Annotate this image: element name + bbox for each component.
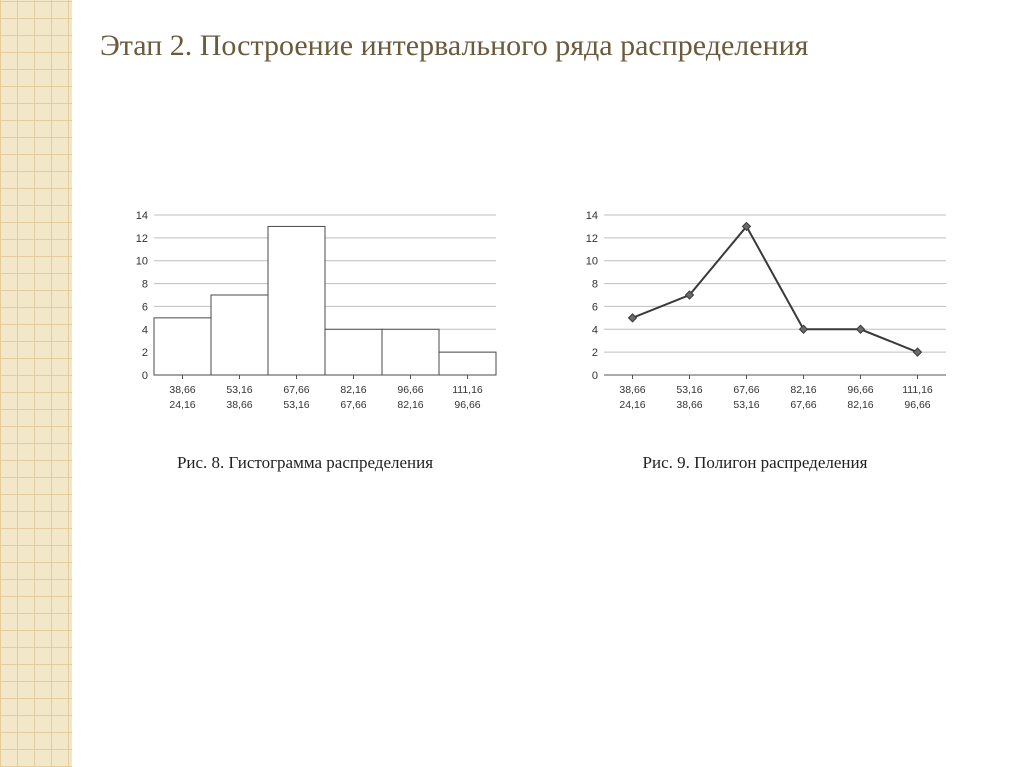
slide-content: Этап 2. Построение интервального ряда ра… (72, 0, 1024, 767)
histogram-chart: 0 2 4 6 8 10 12 14 38,66 24,16 53,16 38,66 67,66 53,1… (100, 205, 510, 435)
pattern-fill (0, 0, 72, 767)
charts-row: 0 2 4 6 8 10 12 14 38,66 24,16 53,16 38,66 67,66 53,1… (100, 205, 994, 473)
svg-text:0: 0 (142, 370, 148, 382)
page-title: Этап 2. Построение интервального ряда ра… (100, 26, 994, 65)
histogram-caption: Рис. 8. Гистограмма распределения (177, 453, 433, 473)
svg-text:8: 8 (592, 279, 598, 291)
svg-text:0: 0 (592, 370, 598, 382)
svg-text:96,66: 96,66 (397, 384, 423, 396)
svg-text:14: 14 (136, 210, 148, 222)
svg-text:53,16: 53,16 (283, 399, 309, 411)
svg-text:38,66: 38,66 (619, 384, 645, 396)
svg-text:10: 10 (136, 256, 148, 268)
svg-text:67,66: 67,66 (283, 384, 309, 396)
svg-text:53,16: 53,16 (676, 384, 702, 396)
histogram-block: 0 2 4 6 8 10 12 14 38,66 24,16 53,16 38,66 67,66 53,1… (100, 205, 510, 473)
polygon-chart: 0 2 4 6 8 10 12 14 38,66 24,16 53,16 38,66 67,66 53,1… (550, 205, 960, 435)
svg-text:82,16: 82,16 (790, 384, 816, 396)
svg-text:67,66: 67,66 (340, 399, 366, 411)
svg-text:82,16: 82,16 (847, 399, 873, 411)
svg-text:8: 8 (142, 279, 148, 291)
svg-text:96,66: 96,66 (904, 399, 930, 411)
svg-text:111,16: 111,16 (452, 384, 483, 396)
svg-text:111,16: 111,16 (902, 384, 933, 396)
svg-text:38,66: 38,66 (169, 384, 195, 396)
svg-text:82,16: 82,16 (397, 399, 423, 411)
svg-text:2: 2 (592, 347, 598, 359)
polygon-caption: Рис. 9. Полигон распределения (643, 453, 868, 473)
svg-text:96,66: 96,66 (454, 399, 480, 411)
svg-text:67,66: 67,66 (790, 399, 816, 411)
svg-text:2: 2 (142, 347, 148, 359)
svg-text:12: 12 (136, 233, 148, 245)
svg-text:4: 4 (592, 324, 598, 336)
svg-text:38,66: 38,66 (676, 399, 702, 411)
svg-text:12: 12 (586, 233, 598, 245)
svg-text:10: 10 (586, 256, 598, 268)
svg-text:38,66: 38,66 (226, 399, 252, 411)
svg-text:6: 6 (592, 301, 598, 313)
svg-text:67,66: 67,66 (733, 384, 759, 396)
svg-text:24,16: 24,16 (619, 399, 645, 411)
svg-text:96,66: 96,66 (847, 384, 873, 396)
polygon-block: 0 2 4 6 8 10 12 14 38,66 24,16 53,16 38,66 67,66 53,1… (550, 205, 960, 473)
svg-text:4: 4 (142, 324, 148, 336)
svg-text:6: 6 (142, 301, 148, 313)
left-pattern-sidebar (0, 0, 72, 767)
svg-text:14: 14 (586, 210, 598, 222)
svg-text:53,16: 53,16 (226, 384, 252, 396)
svg-text:24,16: 24,16 (169, 399, 195, 411)
svg-text:53,16: 53,16 (733, 399, 759, 411)
svg-text:82,16: 82,16 (340, 384, 366, 396)
